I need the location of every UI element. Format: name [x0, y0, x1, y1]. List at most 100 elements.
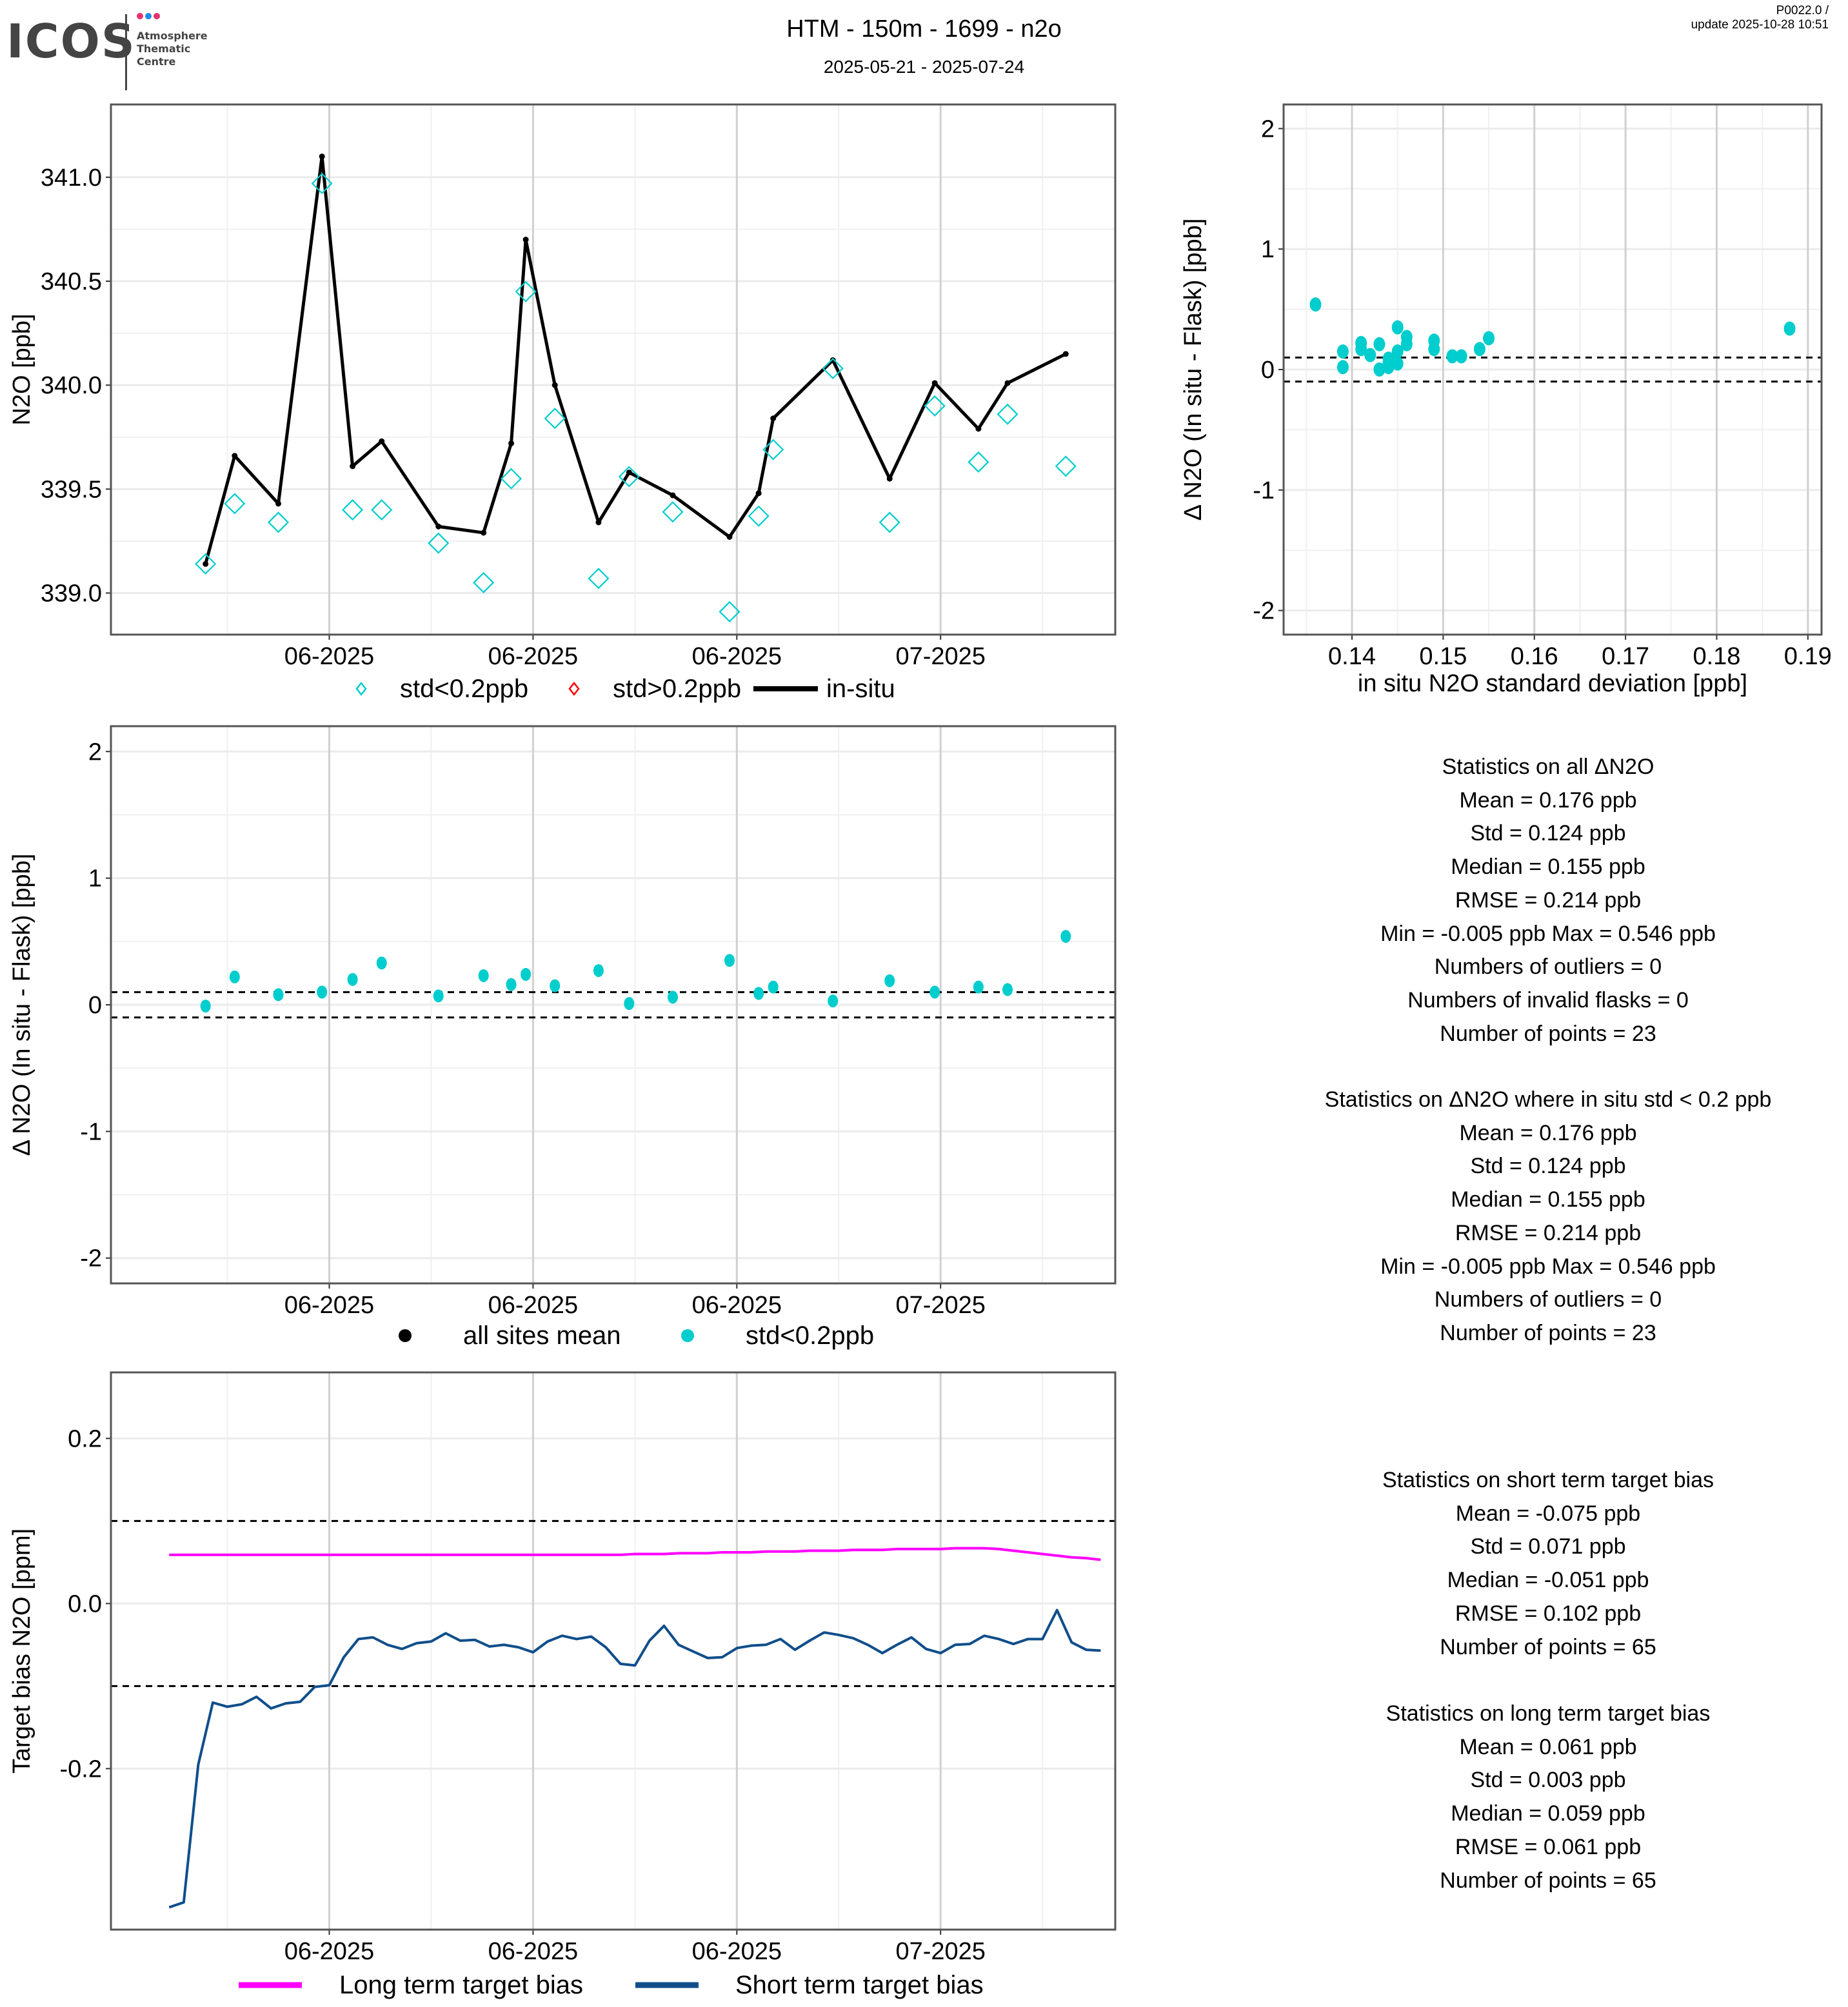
x-tick-label: 06-2025: [284, 643, 374, 670]
insitu-point: [830, 357, 836, 363]
insitu-point: [931, 380, 938, 386]
stats-line: Number of points = 65: [1440, 1868, 1656, 1893]
flask-diamond: [371, 499, 393, 521]
legend-diamond-bad-icon: [568, 681, 580, 697]
delta-point: [347, 973, 358, 986]
x-tick-label: 0.19: [1784, 643, 1832, 670]
logo-dot-2: [145, 13, 152, 19]
flask-diamond: [428, 532, 450, 554]
x-tick-label: 06-2025: [692, 1938, 782, 1965]
stats-heading: Statistics on all ΔN2O: [1442, 755, 1654, 779]
y-tick-label: 1: [88, 865, 102, 893]
y-tick-label: 341.0: [41, 164, 102, 192]
scatter-point: [1336, 344, 1349, 359]
logo-subtitle-line: Centre: [137, 55, 176, 68]
y-tick-label: 340.5: [41, 268, 102, 295]
delta-point: [1060, 929, 1071, 943]
stats-line: RMSE = 0.214 ppb: [1455, 1220, 1642, 1245]
stats-line: Numbers of outliers = 0: [1434, 1287, 1662, 1312]
y-tick-label: 0: [88, 992, 102, 1019]
x-tick-label: 0.18: [1693, 643, 1740, 670]
legend-diamond-ok-icon: [355, 681, 367, 697]
stats-line: Mean = 0.176 ppb: [1459, 787, 1637, 813]
legend-dot-ok-icon: [681, 1329, 694, 1342]
flask-diamond: [968, 451, 989, 473]
x-axis-label: in situ N2O standard deviation [ppb]: [1358, 670, 1747, 697]
insitu-point: [755, 490, 762, 497]
stats-line: Mean = 0.061 ppb: [1459, 1734, 1637, 1759]
x-tick-label: 06-2025: [488, 643, 578, 670]
flask-diamond: [224, 493, 246, 515]
icos-logo: ICOS: [6, 14, 136, 68]
delta-point: [506, 978, 517, 991]
insitu-point: [275, 500, 281, 507]
logo-dots: [137, 0, 175, 26]
stats-line: Mean = -0.075 ppb: [1455, 1501, 1641, 1526]
scatter-point: [1382, 360, 1395, 375]
plot-panel-timeseries: [106, 103, 1117, 640]
logo-dot-1: [137, 13, 143, 19]
stats-line: Numbers of outliers = 0: [1434, 954, 1662, 980]
flask-diamond: [879, 511, 900, 533]
stats-line: Min = -0.005 ppb Max = 0.546 ppb: [1380, 1254, 1716, 1279]
insitu-point: [626, 470, 632, 476]
plot-border: [110, 725, 1117, 1285]
flask-diamond: [473, 571, 495, 593]
short-term-bias-line: [168, 1608, 1101, 1909]
x-tick-label: 07-2025: [895, 1292, 985, 1319]
flask-diamond: [924, 395, 946, 417]
scatter-point: [1473, 342, 1485, 357]
y-tick-label: -1: [80, 1118, 102, 1145]
insitu-point: [595, 519, 602, 526]
delta-point: [229, 970, 240, 984]
logo-dot-3: [154, 13, 160, 19]
stats-heading: Statistics on short term target bias: [1382, 1468, 1714, 1492]
delta-point: [593, 964, 604, 977]
flask-diamond: [500, 468, 522, 489]
logo-subtitle: Atmosphere Thematic Centre: [137, 30, 208, 68]
delta-point: [200, 999, 211, 1013]
delta-point: [724, 954, 735, 967]
stats-line: Median = 0.155 ppb: [1451, 1187, 1645, 1212]
x-tick-label: 06-2025: [692, 643, 782, 670]
stats-heading: Statistics on ΔN2O where in situ std < 0…: [1324, 1087, 1772, 1112]
y-tick-label: 340.0: [41, 372, 102, 399]
delta-point: [624, 997, 635, 1011]
x-tick-label: 07-2025: [895, 643, 985, 670]
x-tick-label: 0.14: [1328, 643, 1376, 670]
flask-diamond: [588, 568, 610, 589]
stats-line: Median = 0.155 ppb: [1451, 855, 1645, 880]
stats-line: Std = 0.071 ppb: [1470, 1534, 1626, 1559]
stats-all-delta: Statistics on all ΔN2O Mean = 0.176 ppb St…: [1264, 751, 1832, 1051]
stats-line: Mean = 0.176 ppb: [1459, 1120, 1637, 1145]
delta-point: [478, 969, 489, 982]
scatter-point: [1483, 331, 1495, 346]
stats-line: Std = 0.003 ppb: [1470, 1768, 1626, 1793]
insitu-point: [508, 440, 515, 446]
flask-diamond: [544, 408, 566, 430]
x-tick-label: 06-2025: [284, 1292, 374, 1319]
flask-diamond: [1055, 455, 1077, 477]
stats-line: Numbers of invalid flasks = 0: [1407, 987, 1689, 1013]
stats-long-term-bias: Statistics on long term target bias Mean …: [1264, 1697, 1832, 1897]
flask-diamond: [618, 466, 640, 488]
stats-line: Number of points = 23: [1440, 1021, 1656, 1046]
y-tick-label: 0.0: [68, 1590, 102, 1617]
plot-border: [1282, 103, 1823, 636]
stats-line: Number of points = 65: [1440, 1634, 1656, 1659]
insitu-point: [670, 492, 676, 499]
flask-diamond: [719, 600, 740, 623]
insitu-point: [232, 453, 238, 459]
scatter-point: [1428, 342, 1440, 357]
insitu-point: [203, 560, 209, 567]
x-tick-label: 06-2025: [488, 1292, 578, 1319]
flask-diamond: [762, 439, 784, 460]
version-info: P0022.0 / update 2025-10-28 10:51: [1691, 4, 1829, 32]
flask-diamond: [195, 553, 217, 575]
insitu-point: [1062, 351, 1069, 357]
stats-line: RMSE = 0.061 ppb: [1455, 1834, 1642, 1859]
logo-divider: [125, 14, 127, 90]
y-tick-label: 339.5: [41, 476, 102, 503]
delta-point: [973, 980, 984, 994]
stats-heading: Statistics on long term target bias: [1386, 1701, 1711, 1726]
